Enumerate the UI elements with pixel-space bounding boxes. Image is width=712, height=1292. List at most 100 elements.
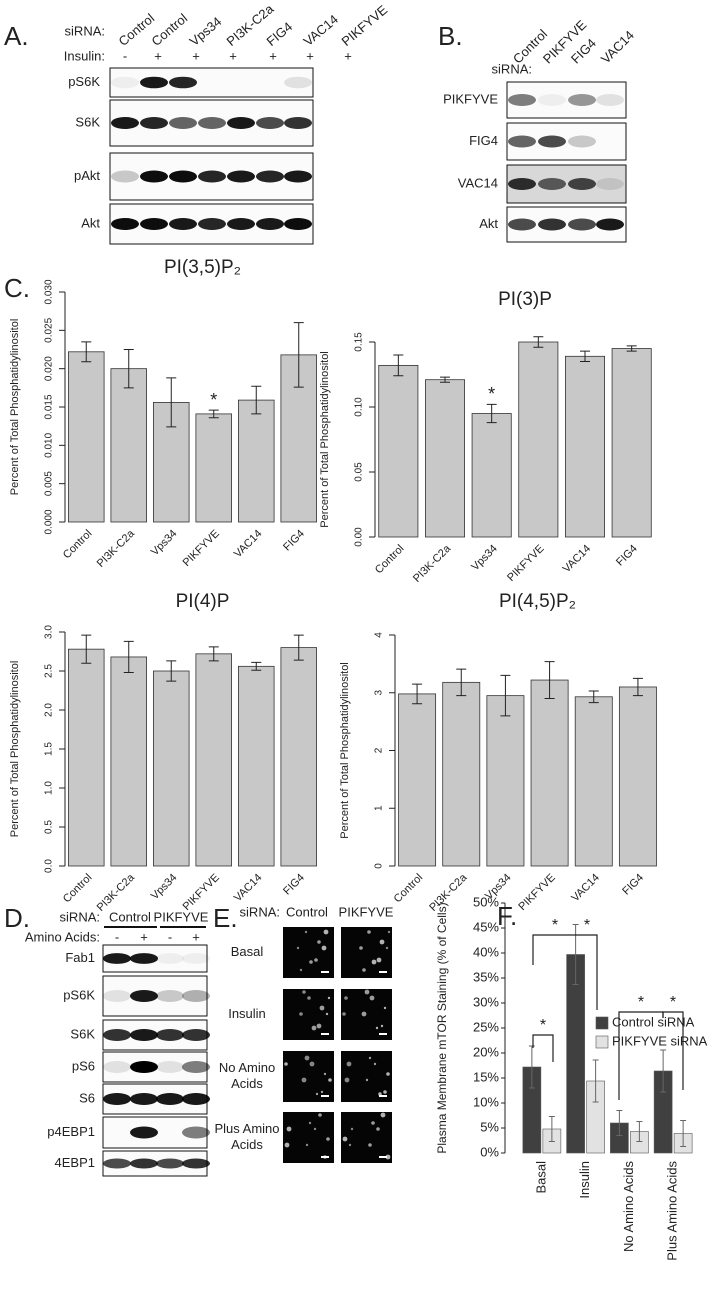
blot-band: [227, 117, 255, 129]
legend-label: Control siRNA: [612, 1014, 695, 1029]
cell-speck: [307, 996, 311, 1000]
legend-swatch: [595, 1016, 609, 1030]
cell-speck: [369, 995, 375, 1001]
blot-band: [130, 1158, 158, 1169]
cell-speck: [387, 930, 391, 934]
row-label: Plus Amino Acids: [214, 1121, 280, 1152]
bar: [280, 647, 317, 867]
cell-speck: [301, 1077, 307, 1083]
blot-band: [130, 1126, 158, 1139]
x-tick-label: PIKFYVE: [181, 528, 222, 569]
insulin-sign: +: [192, 48, 200, 63]
y-tick-label: 50%: [473, 894, 499, 909]
blot-band: [140, 170, 168, 183]
row-label: Insulin: [228, 1006, 266, 1021]
x-tick-label: PIKFYVE: [516, 872, 557, 913]
bar: [110, 368, 148, 523]
blot-band: [538, 178, 566, 190]
error-bar: [616, 1110, 623, 1136]
blot-label: pS6: [72, 1058, 95, 1073]
y-tick-label: 2.5: [44, 664, 55, 678]
blot-band: [130, 1093, 158, 1105]
cell-speck: [383, 1006, 387, 1010]
significance-bracket: [662, 1011, 684, 1090]
blot-band: [182, 1061, 210, 1073]
error-bar: [626, 345, 637, 352]
cell-speck: [304, 1055, 310, 1061]
blot-band: [182, 1158, 210, 1169]
bar: [486, 695, 525, 867]
blot-band: [538, 218, 566, 231]
y-tick-label: 30%: [473, 994, 499, 1009]
insulin-sign: -: [123, 48, 127, 63]
y-tick-label: 25%: [473, 1019, 499, 1034]
sirna-label: siRNA:: [492, 61, 532, 76]
blot-band: [156, 953, 184, 964]
blot-band: [182, 1126, 210, 1139]
blot-band: [103, 953, 131, 964]
amino-sign: -: [115, 929, 119, 944]
cell-speck: [325, 1012, 329, 1016]
error-bar: [486, 403, 497, 424]
cell-speck: [373, 1062, 377, 1066]
error-bar: [660, 1049, 667, 1093]
y-tick-label: 0.15: [354, 332, 365, 352]
x-tick-label: PI3K-C2a: [95, 527, 138, 570]
insulin-label: Insulin:: [64, 48, 105, 63]
micrograph: [341, 989, 392, 1040]
micrograph: [283, 1112, 334, 1163]
blot-band: [256, 218, 284, 230]
amino-sign: +: [192, 929, 200, 944]
blot-band: [169, 117, 197, 129]
blot-band: [596, 94, 624, 106]
cell-speck: [305, 1143, 309, 1147]
cell-speck: [299, 1012, 303, 1016]
cell-speck: [321, 945, 327, 951]
blot-band: [508, 178, 536, 190]
y-axis-label: Percent of Total Phosphatidylinositol: [9, 661, 21, 838]
blot-label: S6K: [75, 114, 100, 129]
blot-band: [169, 170, 197, 183]
blot-band: [182, 1093, 210, 1105]
bar: [565, 355, 606, 538]
error-bar: [123, 349, 134, 389]
bar: [530, 679, 569, 867]
column-label: PIKFYVE: [339, 904, 394, 919]
amino-label: Amino Acids:: [25, 929, 100, 944]
blot-band: [111, 76, 139, 89]
panel-label: E.: [213, 903, 238, 933]
error-bar: [81, 341, 92, 363]
blot-band: [568, 218, 596, 231]
blot-band: [169, 218, 197, 230]
blot-band: [198, 170, 226, 183]
cell-speck: [299, 968, 303, 972]
blot-band: [568, 178, 596, 190]
cell-speck: [320, 1090, 324, 1094]
blot-band: [508, 218, 536, 231]
bar: [424, 379, 465, 538]
blot-band: [111, 170, 139, 183]
error-bar: [544, 661, 555, 700]
error-bar: [440, 376, 450, 383]
blot-band: [508, 135, 536, 148]
blot-band: [169, 76, 197, 89]
blot-band: [538, 135, 566, 148]
y-axis-label: Percent of Total Phosphatidylinositol: [319, 351, 331, 528]
cell-speck: [318, 1113, 322, 1117]
micrograph: [283, 927, 334, 978]
x-tick-label: Control: [373, 543, 407, 577]
blot-label: pAkt: [74, 168, 100, 183]
cell-speck: [359, 946, 363, 950]
cell-speck: [375, 1026, 379, 1030]
significance: *: [552, 917, 558, 934]
x-tick-label: FIG4: [281, 528, 307, 554]
panel-label: F.: [497, 901, 517, 931]
blot-band: [256, 117, 284, 129]
y-axis-label: Plasma Membrane mTOR Staining (% of Cell…: [435, 902, 449, 1153]
bar: [237, 399, 275, 523]
bar: [68, 351, 105, 523]
blot-band: [568, 94, 596, 106]
blot-band: [256, 170, 284, 183]
bar: [195, 413, 232, 523]
y-tick-label: 0.025: [44, 317, 55, 342]
